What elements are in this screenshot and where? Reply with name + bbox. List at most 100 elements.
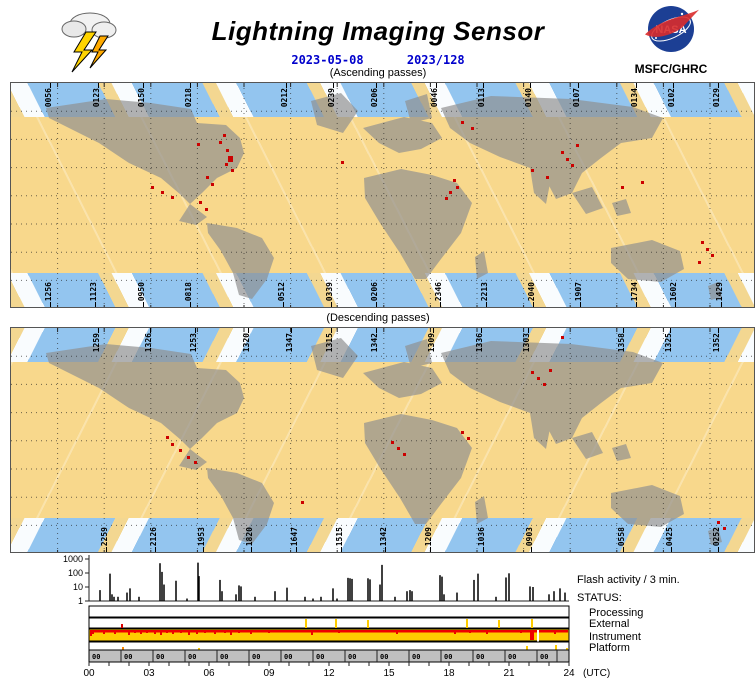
- nasa-meatball-icon: NASA: [644, 6, 699, 52]
- status-event: [311, 630, 313, 635]
- lightning-flash-dot: [571, 164, 574, 167]
- pass-tick: [481, 328, 482, 333]
- pass-tick: [341, 547, 342, 552]
- flash-spike: [553, 591, 555, 601]
- status-event: [555, 645, 557, 652]
- flash-spike: [456, 592, 458, 601]
- pass-time-label: 1336: [475, 333, 484, 353]
- status-event: [396, 630, 398, 634]
- pass-time-label: 0206: [370, 281, 379, 301]
- pass-tick: [433, 328, 434, 333]
- lightning-flash-dot: [561, 151, 564, 154]
- status-event: [454, 630, 456, 634]
- flash-spike: [221, 591, 223, 601]
- pass-time-label: 0212: [280, 88, 289, 108]
- pass-tick: [203, 547, 204, 552]
- status-event: [520, 630, 522, 633]
- pass-time-label: 0134: [630, 88, 639, 108]
- availability-cell-label: 00: [156, 653, 164, 661]
- lightning-flash-dot: [621, 186, 624, 189]
- status-event: [338, 630, 340, 633]
- flash-spike: [235, 594, 237, 601]
- pass-time-label: 0818: [184, 281, 193, 301]
- pass-time-label: 0903: [525, 526, 534, 546]
- flash-spike: [138, 596, 140, 601]
- availability-cell-label: 00: [92, 653, 100, 661]
- status-event: [531, 619, 533, 628]
- flash-spike: [347, 577, 349, 601]
- page-title: Lightning Imaging Sensor: [211, 16, 545, 46]
- availability-cell-label: 00: [284, 653, 292, 661]
- lightning-flash-dot: [171, 443, 174, 446]
- pass-time-label: 0140: [524, 88, 533, 108]
- availability-cell-label: 00: [540, 653, 548, 661]
- lightning-flash-dot: [456, 186, 459, 189]
- flash-spike: [320, 596, 322, 601]
- pass-time-label: 0239: [327, 88, 336, 108]
- status-event: [204, 630, 206, 633]
- pass-tick: [333, 83, 334, 88]
- lightning-flash-dot: [461, 431, 464, 434]
- pass-time-label: 2126: [149, 526, 158, 546]
- status-row-label: External: [589, 618, 629, 630]
- lightning-flash-dot: [701, 241, 704, 244]
- pass-time-label: 1820: [245, 526, 254, 546]
- flash-spike: [441, 576, 443, 601]
- lightning-flash-dot: [449, 191, 452, 194]
- flash-spike: [473, 579, 475, 601]
- pass-time-label: 1259: [92, 333, 101, 353]
- status-event: [90, 630, 92, 636]
- flash-spike: [274, 591, 276, 601]
- y-axis-tick-label: 10: [73, 582, 83, 592]
- pass-tick: [636, 302, 637, 307]
- lightning-flash-dot: [206, 176, 209, 179]
- pass-time-label: 1429: [715, 281, 724, 301]
- date-doy: 2023/128: [406, 53, 465, 67]
- flash-spike: [505, 577, 507, 601]
- pass-time-label: 2346: [434, 281, 443, 301]
- flash-spike: [443, 594, 445, 601]
- pass-tick: [190, 302, 191, 307]
- status-event: [486, 630, 488, 634]
- flash-spike: [369, 579, 371, 601]
- availability-cell-label: 00: [380, 653, 388, 661]
- instrument-alert-stripe: [90, 630, 568, 633]
- flash-spike: [117, 596, 119, 601]
- pass-time-label: 1309: [427, 333, 436, 353]
- status-event: [128, 630, 130, 635]
- pass-tick: [286, 83, 287, 88]
- lightning-flash-dot: [231, 169, 234, 172]
- status-event: [121, 624, 123, 628]
- lightning-flash-dot: [225, 163, 228, 166]
- pass-tick: [486, 302, 487, 307]
- status-event: [238, 630, 240, 633]
- pass-time-label: 1326: [144, 333, 153, 353]
- status-row-label: Instrument: [589, 631, 641, 643]
- pass-tick: [251, 547, 252, 552]
- lightning-flash-dot: [711, 254, 714, 257]
- pass-tick: [50, 302, 51, 307]
- flash-spike: [351, 578, 353, 601]
- flash-spike: [336, 598, 338, 601]
- flash-spike: [548, 594, 550, 601]
- pass-time-label: 1256: [44, 281, 53, 301]
- pass-tick: [718, 547, 719, 552]
- flash-spike: [379, 584, 381, 601]
- flash-spike: [529, 586, 531, 601]
- flash-spike: [406, 591, 408, 601]
- availability-cell-label: 00: [476, 653, 484, 661]
- flash-activity-chart: 1000 100 10 1 Flash activity / 3 min. STATUS:…: [0, 553, 756, 680]
- pass-tick: [283, 302, 284, 307]
- flash-spike: [113, 596, 115, 601]
- availability-cell-label: 00: [348, 653, 356, 661]
- availability-cell-label: 00: [508, 653, 516, 661]
- graticule-layer: [11, 83, 754, 307]
- lightning-flash-dot: [219, 141, 222, 144]
- pass-tick: [671, 547, 672, 552]
- status-event: [224, 630, 226, 633]
- flash-spike: [394, 596, 396, 601]
- pass-time-label: 0113: [477, 88, 486, 108]
- pass-tick: [636, 83, 637, 88]
- status-event: [530, 630, 534, 640]
- pass-tick: [248, 328, 249, 333]
